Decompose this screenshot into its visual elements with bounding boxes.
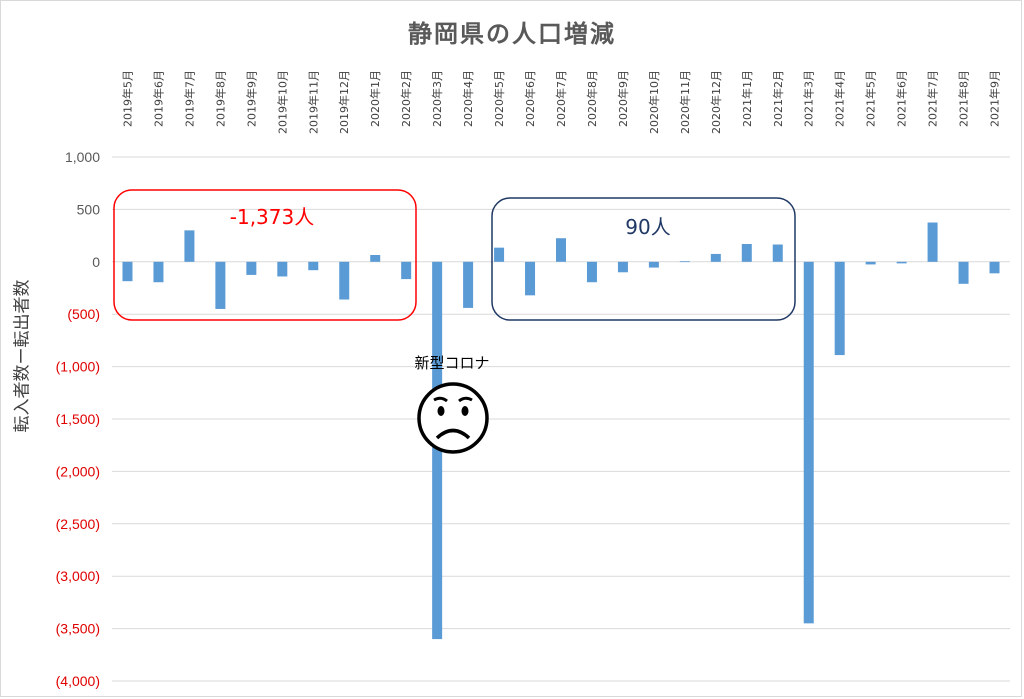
x-category-label: 2021年2月 <box>771 70 785 127</box>
bar-2021年2月 <box>772 244 783 262</box>
bar-2021年1月 <box>741 243 752 262</box>
bar-2019年12月 <box>339 261 350 300</box>
x-category-label: 2021年7月 <box>926 70 940 127</box>
annotation-text-covid: 新型コロナ <box>414 354 489 372</box>
annotation-box-increase <box>491 197 796 321</box>
x-category-label: 2021年6月 <box>895 70 909 127</box>
x-category-label: 2020年6月 <box>523 70 537 127</box>
annotation-box-decrease <box>113 189 417 321</box>
x-category-label: 2020年4月 <box>461 70 475 127</box>
x-category-label: 2020年5月 <box>492 70 506 127</box>
bar-2020年8月 <box>586 261 597 283</box>
x-category-labels: 2019年5月 2019年6月 2019年7月 2019年8月 2019年9月 2019年… <box>120 70 1001 134</box>
x-category-label: 2019年6月 <box>151 70 165 127</box>
bars <box>122 222 1000 640</box>
y-tick-label: (3,000) <box>56 568 100 584</box>
bar-2019年9月 <box>246 261 257 275</box>
bar-2021年7月 <box>927 222 938 262</box>
bar-2019年6月 <box>153 261 164 283</box>
x-category-label: 2020年7月 <box>554 70 568 127</box>
bar-2020年5月 <box>494 247 505 262</box>
bar-2021年8月 <box>958 261 969 284</box>
bar-2020年12月 <box>710 253 721 262</box>
bar-2020年9月 <box>617 261 628 273</box>
x-category-label: 2020年12月 <box>709 70 723 134</box>
y-tick-label: 1,000 <box>65 149 100 165</box>
x-category-label: 2019年10月 <box>275 70 289 134</box>
y-tick-label: (500) <box>67 306 100 322</box>
x-category-label: 2021年9月 <box>988 70 1002 127</box>
bar-2020年1月 <box>370 254 381 262</box>
x-category-label: 2020年10月 <box>647 70 661 134</box>
bar-2020年3月 <box>432 261 443 640</box>
bar-2020年6月 <box>525 261 536 296</box>
x-category-label: 2019年9月 <box>244 70 258 127</box>
y-tick-label: (1,000) <box>56 359 100 375</box>
bar-2019年5月 <box>122 261 133 282</box>
bar-2019年10月 <box>277 261 288 277</box>
x-category-label: 2020年8月 <box>585 70 599 127</box>
bar-2019年8月 <box>215 261 226 309</box>
y-tick-label: 0 <box>92 254 100 270</box>
x-category-label: 2019年11月 <box>306 70 320 134</box>
annotation-text-decrease: -1,373人 <box>230 205 314 229</box>
bar-2021年5月 <box>865 261 876 265</box>
x-category-label: 2021年4月 <box>833 70 847 127</box>
y-tick-label: (3,500) <box>56 621 100 637</box>
y-tick-label: (2,500) <box>56 516 100 532</box>
x-category-label: 2019年5月 <box>120 70 134 127</box>
x-category-label: 2021年1月 <box>740 70 754 127</box>
x-category-label: 2021年5月 <box>864 70 878 127</box>
bar-2021年9月 <box>989 261 1000 274</box>
x-category-label: 2020年1月 <box>368 70 382 127</box>
y-tick-label: (2,000) <box>56 463 100 479</box>
x-category-label: 2020年9月 <box>616 70 630 127</box>
bar-2020年7月 <box>556 238 566 262</box>
bar-2020年10月 <box>648 261 659 268</box>
bar-2021年4月 <box>834 261 845 356</box>
x-category-label: 2019年7月 <box>182 70 196 127</box>
bar-2019年11月 <box>308 261 319 271</box>
x-category-label: 2020年3月 <box>430 70 444 127</box>
bar-2020年4月 <box>463 261 474 308</box>
x-category-label: 2019年8月 <box>213 70 227 127</box>
gridlines <box>112 156 1010 682</box>
y-tick-label: 500 <box>77 201 101 217</box>
x-category-label: 2020年2月 <box>399 70 413 127</box>
bar-2021年3月 <box>803 261 814 624</box>
y-tick-labels: 1,000 500 0 (500) (1,000) (1,500) (2,000) (2,50… <box>56 149 101 689</box>
bar-2021年6月 <box>896 261 907 264</box>
y-tick-label: (1,500) <box>56 411 100 427</box>
x-category-label: 2019年12月 <box>337 70 351 134</box>
x-category-label: 2021年8月 <box>957 70 971 127</box>
y-tick-label: (4,000) <box>56 673 100 689</box>
x-category-label: 2020年11月 <box>678 70 692 134</box>
worried-face-icon <box>417 382 489 454</box>
bar-2020年11月 <box>679 261 690 263</box>
annotation-text-increase: 90人 <box>625 215 670 239</box>
chart-title: 静岡県の人口増減 <box>408 20 616 48</box>
bar-2019年7月 <box>184 230 195 262</box>
bar-2020年2月 <box>401 261 412 280</box>
x-category-label: 2021年3月 <box>802 70 816 127</box>
